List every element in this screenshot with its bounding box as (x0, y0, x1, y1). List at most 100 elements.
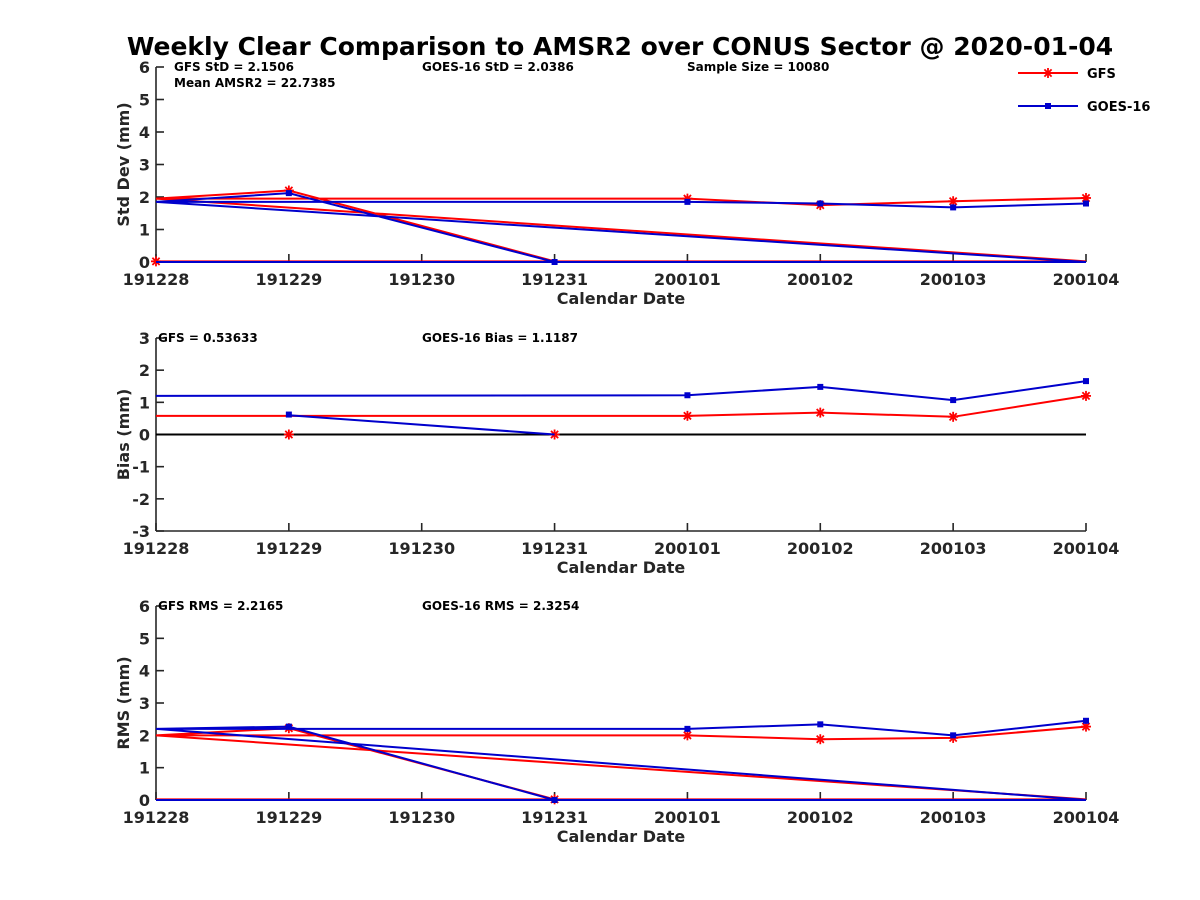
x-tick-label: 200104 (1053, 808, 1120, 827)
chart-title: Weekly Clear Comparison to AMSR2 over CO… (127, 32, 1113, 61)
y-tick-label: 3 (139, 156, 150, 175)
stat-annotation: GOES-16 StD = 2.0386 (422, 60, 574, 74)
data-point-marker (684, 198, 691, 205)
legend-marker (1045, 103, 1051, 109)
x-tick-label: 191231 (521, 539, 588, 558)
y-tick-label: 3 (139, 329, 150, 348)
series-line (288, 414, 555, 436)
data-point-marker (285, 190, 292, 197)
data-point-marker (817, 383, 824, 390)
x-tick-label: 200103 (920, 808, 987, 827)
data-point-marker (1083, 200, 1089, 207)
data-point-marker (1083, 378, 1089, 385)
y-tick-label: 0 (139, 791, 150, 810)
stat-annotation: GOES-16 Bias = 1.1187 (422, 331, 578, 345)
stat-annotation: Sample Size = 10080 (687, 60, 829, 74)
data-point-marker (283, 429, 294, 440)
y-tick-label: 6 (139, 597, 150, 616)
x-tick-label: 191229 (255, 270, 322, 289)
x-tick-label: 200102 (787, 270, 854, 289)
series-line (155, 189, 1087, 263)
x-tick-label: 191228 (123, 539, 190, 558)
x-tick-label: 200101 (654, 539, 721, 558)
data-point-marker (948, 411, 959, 422)
x-tick-label: 200102 (787, 539, 854, 558)
panel-3: 0 1 2 3 4 5 6 191228 191229 191230 191231 200101 200… (114, 597, 1119, 846)
stat-annotation: Mean AMSR2 = 22.7385 (174, 76, 335, 90)
y-tick-label: 1 (139, 759, 150, 778)
data-point-marker (1083, 717, 1089, 724)
data-point-marker (950, 397, 957, 404)
data-point-marker (551, 259, 558, 265)
x-tick-label: 200104 (1053, 270, 1120, 289)
panel-2: -3 -2 -1 0 1 2 3 191228 191229 191230 191231 200101… (114, 329, 1119, 577)
x-axis-label: Calendar Date (557, 827, 686, 846)
data-point-marker (682, 730, 693, 741)
data-point-marker (551, 797, 558, 803)
data-point-marker (815, 407, 826, 418)
x-tick-label: 200103 (920, 539, 987, 558)
x-tick-label: 191228 (123, 270, 190, 289)
stat-annotation: GFS StD = 2.1506 (174, 60, 294, 74)
y-tick-label: 0 (139, 253, 150, 272)
data-point-marker (817, 200, 824, 207)
x-tick-label: 191231 (521, 270, 588, 289)
y-tick-label: -1 (132, 458, 150, 477)
x-tick-label: 191229 (255, 539, 322, 558)
y-tick-label: 3 (139, 694, 150, 713)
x-tick-label: 200104 (1053, 539, 1120, 558)
data-point-marker (684, 392, 691, 399)
y-tick-label: 0 (139, 426, 150, 445)
x-tick-label: 191228 (123, 808, 190, 827)
y-tick-label: -3 (132, 522, 150, 541)
series-gfs (151, 185, 1091, 267)
y-tick-label: 6 (139, 58, 150, 77)
legend-label: GFS (1087, 67, 1116, 82)
legend: GFS GOES-16 (1018, 67, 1150, 115)
y-axis-label: RMS (mm) (114, 656, 133, 749)
x-axis-label: Calendar Date (557, 289, 686, 308)
series-line (155, 192, 1087, 263)
x-tick-label: 200101 (654, 270, 721, 289)
y-axis-label: Std Dev (mm) (114, 102, 133, 226)
x-tick-label: 200101 (654, 808, 721, 827)
stat-annotation: GOES-16 RMS = 2.3254 (422, 599, 579, 613)
y-tick-label: 1 (139, 221, 150, 240)
y-tick-label: 5 (139, 91, 150, 110)
data-point-marker (817, 721, 824, 728)
y-tick-label: 2 (139, 188, 150, 207)
y-tick-label: 5 (139, 629, 150, 648)
data-point-marker (1081, 390, 1091, 401)
x-tick-label: 191230 (388, 539, 455, 558)
y-tick-label: 4 (139, 123, 150, 142)
stat-annotation: GFS = 0.53633 (158, 331, 258, 345)
y-tick-label: 1 (139, 393, 150, 412)
y-tick-label: -2 (132, 490, 150, 509)
series-goes-16 (155, 190, 1089, 265)
series-line (155, 380, 1087, 402)
series-goes-16 (155, 717, 1089, 803)
series-goes-16 (155, 378, 1089, 436)
data-point-marker (684, 725, 691, 732)
y-tick-label: 4 (139, 662, 150, 681)
x-tick-label: 191230 (388, 270, 455, 289)
data-point-marker (950, 204, 957, 211)
panel-1: 0 1 2 3 4 5 6 191228 191229 191230 191231 200101 200… (114, 58, 1119, 308)
data-point-marker (815, 734, 826, 745)
legend-item-goes-16: GOES-16 (1018, 100, 1150, 115)
legend-marker (1043, 68, 1053, 78)
legend-item-gfs: GFS (1018, 67, 1116, 82)
stat-annotation: GFS RMS = 2.2165 (158, 599, 283, 613)
x-tick-label: 200103 (920, 270, 987, 289)
x-tick-label: 191231 (521, 808, 588, 827)
data-point-marker (950, 732, 957, 739)
data-point-marker (948, 196, 959, 207)
data-point-marker (285, 723, 292, 730)
x-axis-label: Calendar Date (557, 558, 686, 577)
y-tick-label: 2 (139, 361, 150, 380)
data-point-marker (682, 410, 693, 421)
x-tick-label: 191229 (255, 808, 322, 827)
series-line (155, 719, 1087, 801)
y-axis-label: Bias (mm) (114, 389, 133, 481)
